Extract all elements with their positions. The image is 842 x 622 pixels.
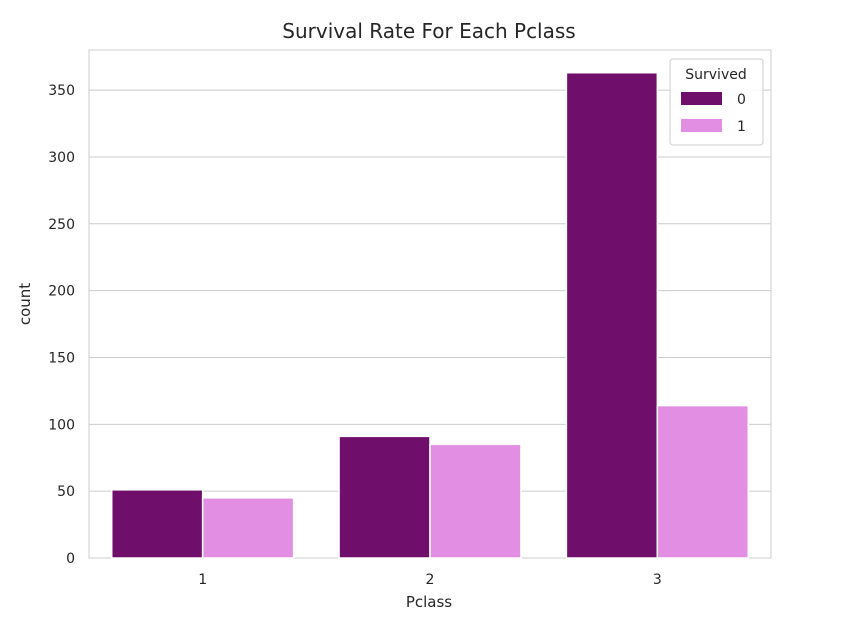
bar <box>338 435 431 559</box>
y-tick-label: 300 <box>48 150 75 166</box>
y-tick-label: 350 <box>48 83 75 99</box>
chart-title: Survival Rate For Each Pclass <box>282 19 575 43</box>
bars <box>110 71 750 559</box>
bar <box>201 497 295 559</box>
x-tick-label: 1 <box>198 572 207 588</box>
bar <box>565 71 659 559</box>
y-tick-label: 0 <box>66 551 75 567</box>
y-tick-labels: 0 50 100 150 200 250 300 350 <box>48 83 75 567</box>
x-axis-label: Pclass <box>406 593 452 611</box>
legend-title: Survived <box>685 67 746 83</box>
y-tick-label: 200 <box>48 284 75 300</box>
y-tick-label: 250 <box>48 217 75 233</box>
legend-label: 1 <box>737 119 746 135</box>
y-axis-label: count <box>16 283 34 325</box>
x-tick-labels: 1 2 3 <box>198 572 662 588</box>
legend: Survived 01 <box>669 58 764 146</box>
bar <box>656 404 750 559</box>
bar <box>429 443 522 559</box>
x-tick-label: 2 <box>426 572 435 588</box>
legend-items: 01 <box>681 92 746 135</box>
x-tick-label: 3 <box>653 572 662 588</box>
legend-label: 0 <box>737 92 746 108</box>
y-tick-label: 100 <box>48 417 75 433</box>
bar <box>110 489 204 559</box>
legend-swatch <box>681 119 722 132</box>
y-tick-label: 50 <box>57 484 75 500</box>
legend-swatch <box>681 92 722 105</box>
y-tick-label: 150 <box>48 350 75 366</box>
